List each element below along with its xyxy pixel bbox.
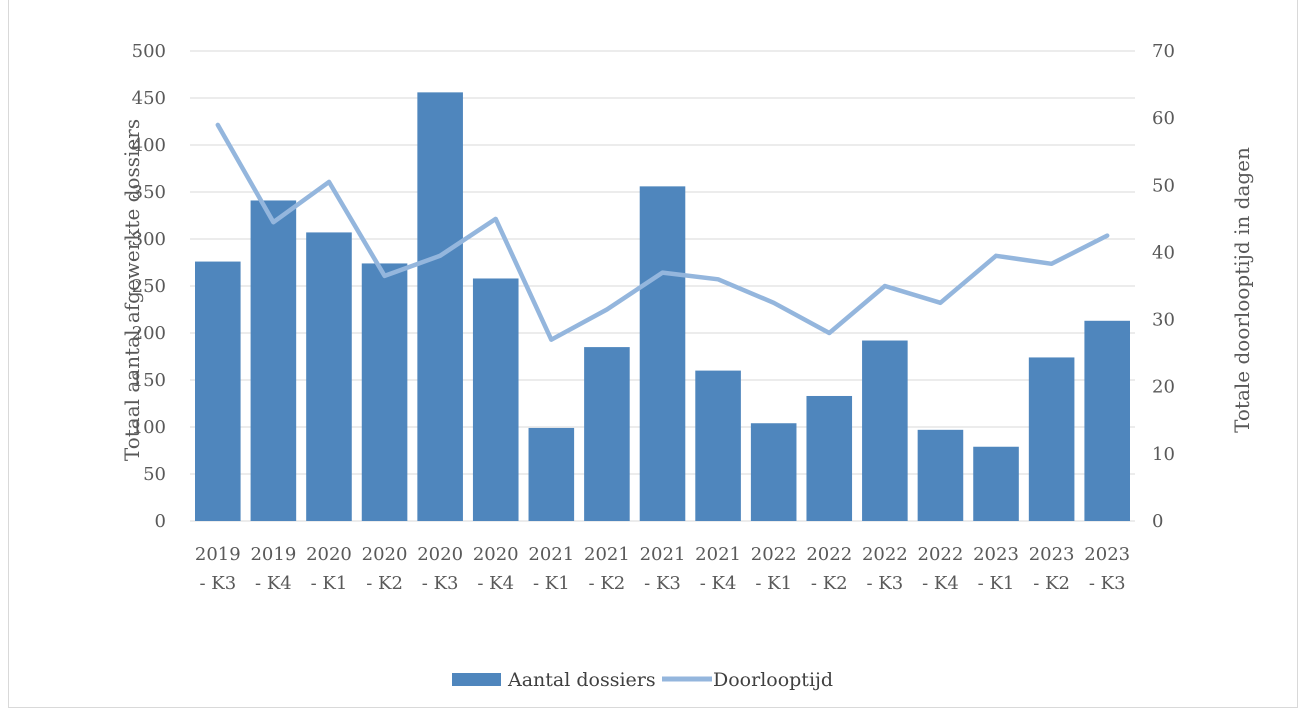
x-tick-quarter: - K3: [422, 573, 459, 594]
x-tick-quarter: - K1: [533, 573, 570, 594]
bar-11: [806, 395, 853, 521]
bar-12: [862, 340, 908, 521]
bar-0: [195, 261, 241, 521]
left-tick-label: 100: [132, 417, 166, 438]
x-tick-quarter: - K4: [255, 573, 292, 594]
left-axis-ticks: 0 50 100 150 200 250 300 350 400 450 500: [132, 41, 166, 532]
x-tick-year: 2019: [195, 544, 241, 565]
x-tick-year: 2021: [584, 544, 630, 565]
doorlooptijd-line: [215, 122, 1110, 342]
legend-label-bars: Aantal dossiers: [507, 669, 656, 691]
x-tick-year: 2022: [862, 544, 908, 565]
x-tick-year: 2020: [417, 544, 463, 565]
bar-7: [584, 347, 630, 521]
left-tick-label: 250: [132, 276, 166, 297]
x-tick-quarter: - K2: [1033, 573, 1070, 594]
legend: Aantal dossiers Doorlooptijd: [452, 669, 833, 691]
x-axis-ticks: 2019 - K3 2019 - K4 2020 - K1 2020 - K2 2020 - K3…: [195, 544, 1130, 594]
left-tick-label: 300: [132, 229, 166, 250]
left-tick-label: 450: [132, 88, 166, 109]
x-tick-year: 2023: [973, 544, 1019, 565]
left-tick-label: 150: [132, 370, 166, 391]
x-tick-year: 2021: [528, 544, 574, 565]
x-tick-quarter: - K1: [755, 573, 792, 594]
bar-8: [639, 186, 686, 522]
right-tick-label: 10: [1152, 444, 1175, 465]
left-tick-label: 400: [132, 135, 166, 156]
x-tick-quarter: - K1: [978, 573, 1015, 594]
x-tick-year: 2021: [640, 544, 686, 565]
legend-swatch-bars: [452, 673, 501, 686]
x-tick-quarter: - K4: [700, 573, 737, 594]
legend-label-line: Doorlooptijd: [713, 669, 833, 691]
bar-14: [973, 446, 1019, 521]
right-tick-label: 50: [1152, 175, 1175, 196]
x-tick-quarter: - K3: [199, 573, 236, 594]
bar-2: [306, 232, 352, 522]
left-tick-label: 350: [132, 182, 166, 203]
left-tick-label: 500: [132, 41, 166, 62]
bar-6: [528, 427, 575, 521]
left-axis-title: Totaal aantal afgewerkte dossiers: [120, 119, 144, 461]
x-tick-quarter: - K2: [366, 573, 403, 594]
bar-series: [195, 92, 1130, 522]
x-tick-quarter: - K2: [811, 573, 848, 594]
x-tick-quarter: - K4: [922, 573, 959, 594]
right-tick-label: 0: [1152, 511, 1163, 532]
bar-15: [1028, 357, 1075, 521]
x-tick-year: 2023: [1084, 544, 1130, 565]
x-tick-quarter: - K2: [589, 573, 626, 594]
x-tick-quarter: - K3: [867, 573, 904, 594]
x-tick-year: 2021: [695, 544, 741, 565]
right-axis-title: Totale doorlooptijd in dagen: [1230, 147, 1254, 433]
x-tick-year: 2022: [751, 544, 797, 565]
left-tick-label: 50: [143, 464, 166, 485]
right-tick-label: 70: [1152, 41, 1175, 62]
right-axis-ticks: 0 10 20 30 40 50 60 70: [1152, 41, 1175, 532]
x-tick-year: 2020: [362, 544, 408, 565]
x-tick-year: 2020: [473, 544, 519, 565]
right-tick-label: 20: [1152, 377, 1175, 398]
x-tick-year: 2022: [918, 544, 964, 565]
left-tick-label: 0: [155, 511, 166, 532]
x-tick-year: 2022: [806, 544, 852, 565]
right-tick-label: 60: [1152, 108, 1175, 129]
bar-1: [250, 200, 297, 521]
bar-10: [750, 423, 797, 521]
bar-3: [361, 263, 408, 521]
right-tick-label: 30: [1152, 310, 1175, 331]
bar-13: [917, 429, 964, 521]
x-tick-quarter: - K3: [644, 573, 681, 594]
x-tick-quarter: - K4: [477, 573, 514, 594]
x-tick-quarter: - K3: [1089, 573, 1126, 594]
bar-9: [695, 370, 741, 521]
x-tick-quarter: - K1: [311, 573, 348, 594]
bar-4: [417, 92, 463, 522]
right-tick-label: 40: [1152, 242, 1175, 263]
x-tick-year: 2020: [306, 544, 352, 565]
left-tick-label: 200: [132, 323, 166, 344]
line-series: [215, 122, 1110, 342]
bar-5: [472, 278, 519, 521]
x-tick-year: 2019: [250, 544, 296, 565]
bar-16: [1084, 320, 1130, 521]
x-tick-year: 2023: [1029, 544, 1075, 565]
